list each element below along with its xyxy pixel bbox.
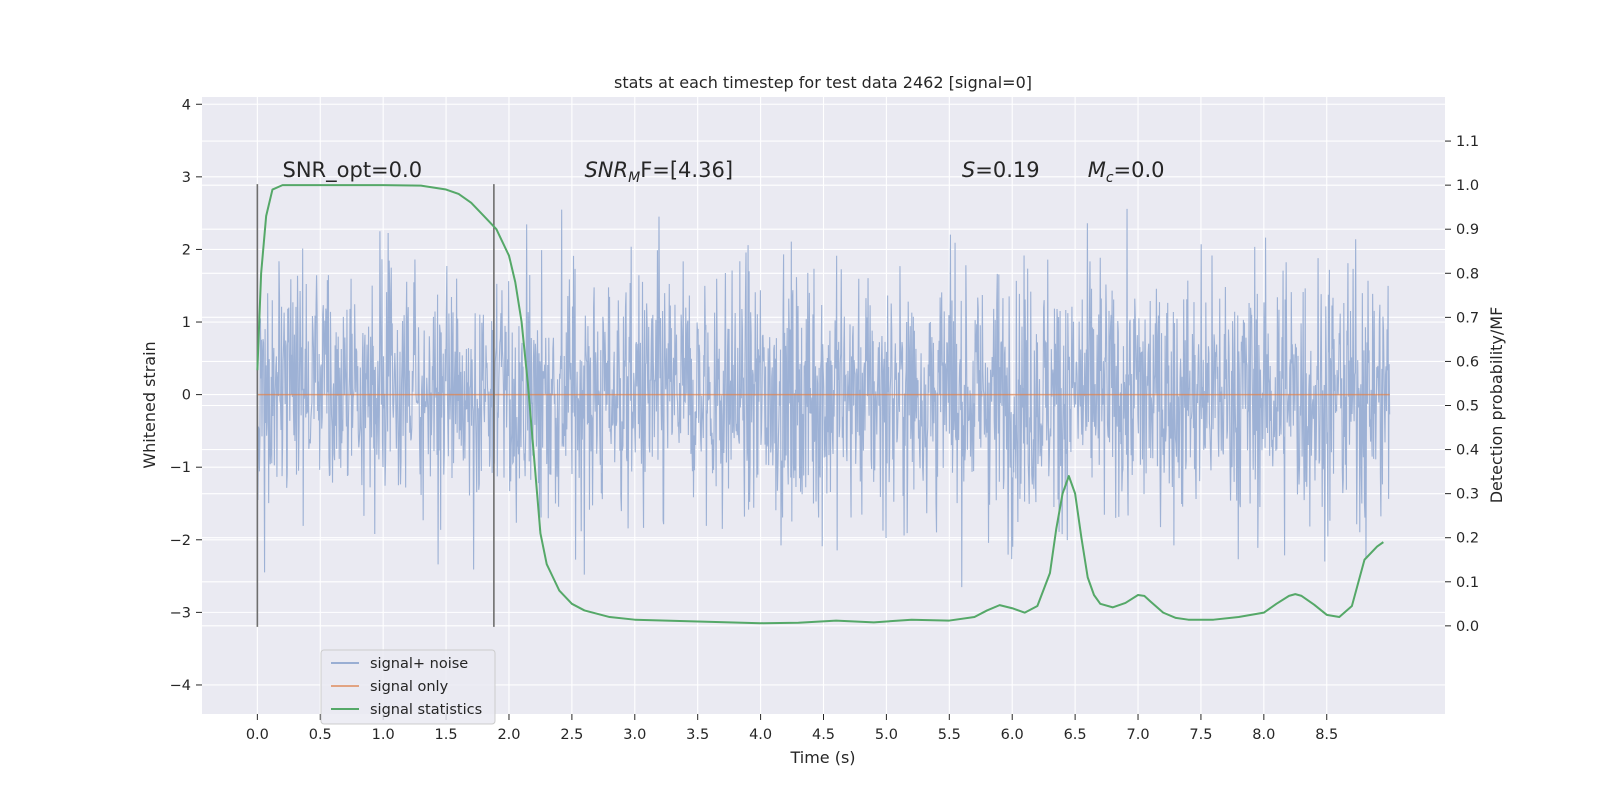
annotation-text: SNR_opt=0.0 — [283, 158, 423, 183]
y-right-tick-label: 0.2 — [1456, 531, 1479, 547]
y-right-tick-label: 0.6 — [1456, 354, 1479, 370]
series-line-signal-statistics — [256, 184, 1384, 625]
x-tick-label: 7.0 — [1126, 727, 1149, 743]
x-tick-label: 2.5 — [560, 727, 583, 743]
y-right-tick-label: 1.1 — [1456, 134, 1479, 150]
legend-label-signal-only: signal only — [370, 679, 449, 695]
legend: signal+ noise signal only signal statist… — [320, 649, 496, 725]
y-right-tick-label: 0.8 — [1456, 266, 1479, 282]
annotation-symbol: M — [1088, 158, 1106, 182]
annotations: SNR_opt=0.0 SNRMF=[4.36] S=0.19 Mc=0.0 — [283, 158, 1165, 186]
annotation-text: Mc=0.0 — [1088, 158, 1165, 186]
y-axis-label-left: Whitened strain — [140, 341, 159, 468]
y-left-tick-label: −1 — [170, 460, 191, 476]
x-tick-label: 1.5 — [435, 727, 458, 743]
y-left-tick-label: 0 — [182, 388, 191, 404]
annotation-text: S=0.19 — [962, 158, 1040, 182]
y-left-tick-label: −2 — [170, 533, 191, 549]
y-right-tick-label: 0.9 — [1456, 222, 1479, 238]
x-tick-label: 8.5 — [1315, 727, 1338, 743]
annotation-value: =0.19 — [975, 158, 1039, 182]
y-axis-label-right: Detection probability/MF — [1487, 307, 1506, 504]
y-right-tick-label: 0.3 — [1456, 487, 1479, 503]
y-right-tick-label: 0.5 — [1456, 399, 1479, 415]
series-line-signal-noise — [256, 208, 1391, 588]
annotation-text: SNRMF=[4.36] — [584, 158, 733, 186]
y-left-tick-label: 3 — [182, 170, 191, 186]
y-left-tick-label: 2 — [182, 242, 191, 258]
annotation-value: =0.0 — [1114, 158, 1165, 182]
x-tick-label: 6.0 — [1001, 727, 1024, 743]
axis-ticks: 0.0 0.5 1.0 1.5 2.0 2.5 3.0 3.5 4.0 4.5 5.0 5.5 6.0 6… — [170, 97, 1479, 743]
annotation-subscript: c — [1106, 170, 1114, 186]
x-tick-label: 8.0 — [1252, 727, 1275, 743]
y-right-tick-label: 0.0 — [1456, 619, 1479, 635]
x-axis-label: Time (s) — [789, 748, 855, 767]
y-left-tick-label: −4 — [170, 678, 191, 694]
x-tick-label: 0.0 — [246, 727, 269, 743]
y-left-tick-label: 1 — [182, 315, 191, 331]
annotation-symbol: SNR — [584, 158, 628, 182]
x-tick-label: 2.0 — [497, 727, 520, 743]
x-tick-label: 4.0 — [749, 727, 772, 743]
x-tick-label: 6.5 — [1064, 727, 1087, 743]
y-right-tick-label: 0.4 — [1456, 443, 1479, 459]
x-tick-label: 0.5 — [309, 727, 332, 743]
x-tick-label: 4.5 — [812, 727, 835, 743]
y-right-tick-label: 0.7 — [1456, 310, 1479, 326]
x-tick-label: 3.5 — [686, 727, 709, 743]
y-right-tick-label: 0.1 — [1456, 575, 1479, 591]
x-tick-label: 7.5 — [1189, 727, 1212, 743]
x-tick-label: 5.0 — [875, 727, 898, 743]
annotation-value: F=[4.36] — [640, 158, 733, 182]
x-tick-label: 1.0 — [372, 727, 395, 743]
y-left-tick-label: −3 — [170, 605, 191, 621]
legend-label-signal-statistics: signal statistics — [370, 702, 482, 718]
x-tick-label: 5.5 — [938, 727, 961, 743]
y-right-tick-label: 1.0 — [1456, 178, 1479, 194]
annotation-symbol: S — [962, 158, 975, 182]
y-left-tick-label: 4 — [182, 97, 191, 113]
legend-label-signal-noise: signal+ noise — [370, 656, 468, 672]
legend-box — [320, 649, 496, 725]
x-tick-label: 3.0 — [623, 727, 646, 743]
annotation-subscript: M — [628, 170, 640, 186]
chart-marks — [256, 184, 1391, 627]
chart-title: stats at each timestep for test data 246… — [614, 73, 1032, 92]
